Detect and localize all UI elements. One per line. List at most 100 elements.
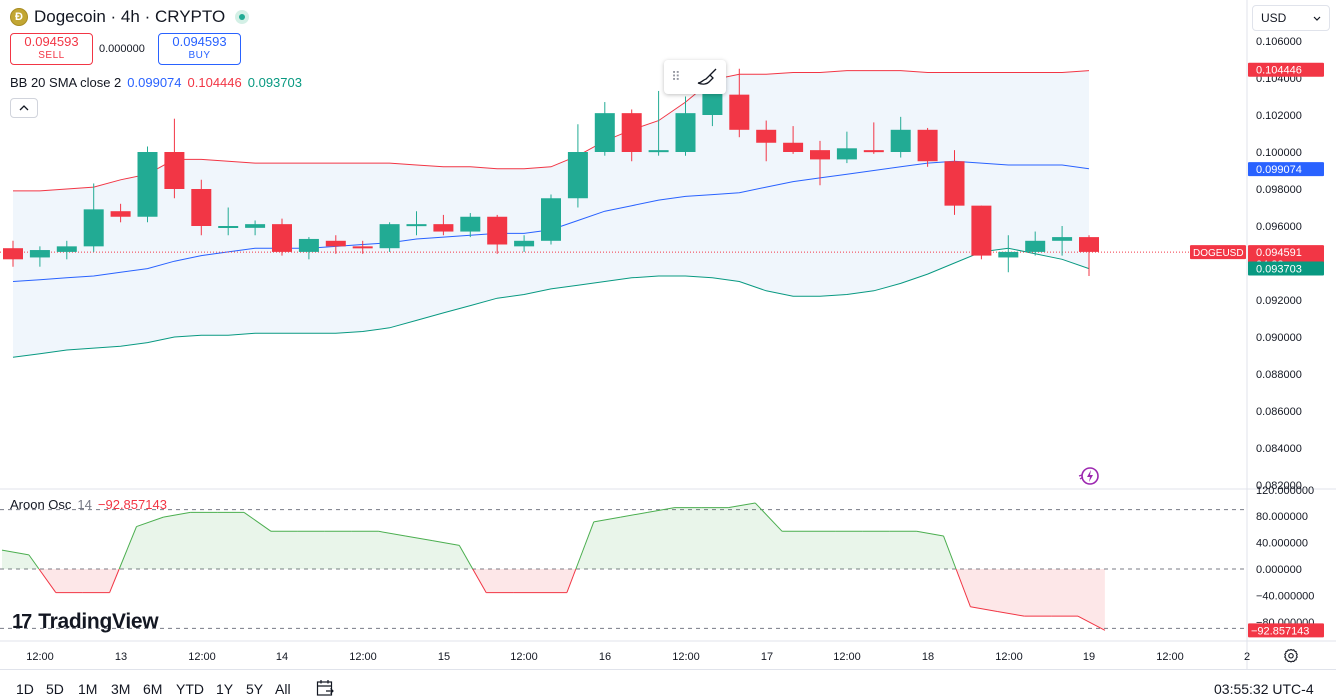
aroon-line-segment bbox=[997, 610, 1025, 617]
bb-name: BB 20 SMA close 2 bbox=[10, 75, 122, 90]
candle-body bbox=[191, 189, 212, 226]
candle-body bbox=[352, 246, 373, 249]
aroon-line-segment bbox=[458, 545, 474, 570]
price-tick-label: 0.092000 bbox=[1256, 295, 1302, 307]
drawing-toolbar[interactable]: ⠿ bbox=[664, 60, 726, 94]
sell-label: SELL bbox=[38, 50, 65, 61]
aroon-line-segment bbox=[378, 530, 406, 537]
candle-body bbox=[621, 113, 642, 152]
time-tick-label: 18 bbox=[922, 651, 934, 663]
tradingview-logo[interactable]: 17 TradingView bbox=[12, 610, 159, 634]
aroon-line-segment bbox=[1, 549, 29, 556]
price-tick-label: 0.088000 bbox=[1256, 369, 1302, 381]
price-tick-label: 0.102000 bbox=[1256, 110, 1302, 122]
candle-body bbox=[487, 216, 508, 245]
candle-body bbox=[218, 226, 239, 228]
price-label-text: 0.094591 bbox=[1256, 247, 1302, 259]
aroon-line-segment bbox=[38, 568, 57, 593]
tradingview-wordmark: TradingView bbox=[38, 610, 159, 633]
range-6m-button[interactable]: 6M bbox=[143, 681, 163, 697]
settings-gear-icon[interactable] bbox=[1283, 648, 1299, 664]
candle-body bbox=[944, 161, 965, 206]
range-1d-button[interactable]: 1D bbox=[16, 681, 34, 697]
bb-upper-value: 0.104446 bbox=[187, 75, 242, 90]
collapse-legend-button[interactable] bbox=[10, 98, 38, 118]
price-tick-label: 0.090000 bbox=[1256, 332, 1302, 344]
candle-body bbox=[83, 209, 104, 247]
range-1y-button[interactable]: 1Y bbox=[216, 681, 234, 697]
drag-handle-icon[interactable]: ⠿ bbox=[671, 69, 681, 84]
currency-select[interactable]: USD bbox=[1252, 5, 1330, 31]
price-tick-label: 0.106000 bbox=[1256, 36, 1302, 48]
chevron-down-icon bbox=[1313, 16, 1321, 21]
sell-button[interactable]: 0.094593 SELL bbox=[10, 33, 93, 65]
time-tick-label: 2 bbox=[1244, 651, 1250, 663]
candle-body bbox=[164, 152, 185, 189]
aroon-line-segment bbox=[118, 526, 137, 570]
price-label-tag bbox=[1248, 62, 1324, 77]
time-tick-label: 12:00 bbox=[188, 651, 216, 663]
aroon-line-segment bbox=[109, 568, 120, 593]
price-tick-label: 0.100000 bbox=[1256, 147, 1302, 159]
candle-body bbox=[29, 250, 50, 258]
candle-body bbox=[675, 113, 696, 152]
market-open-dot-icon bbox=[235, 10, 250, 24]
candle-body bbox=[3, 248, 23, 260]
time-tick-label: 12:00 bbox=[26, 651, 54, 663]
time-tick-label: 19 bbox=[1083, 651, 1095, 663]
candle-body bbox=[245, 224, 266, 228]
buy-button[interactable]: 0.094593 BUY bbox=[158, 33, 241, 65]
price-label-text: 0.093703 bbox=[1256, 263, 1302, 275]
time-tick-label: 13 bbox=[115, 651, 127, 663]
aroon-line-segment bbox=[970, 606, 998, 612]
candle-body bbox=[890, 129, 911, 152]
chart-canvas[interactable]: 0.1060000.1040000.1020000.1000000.098000… bbox=[0, 0, 1336, 669]
spread-value: 0.000000 bbox=[99, 43, 145, 55]
symbol-title-text: Dogecoin · 4h · CRYPTO bbox=[34, 7, 226, 26]
aroon-tick-label: 80.000000 bbox=[1256, 511, 1308, 523]
candle-body bbox=[702, 92, 723, 115]
aroon-tick-label: −40.000000 bbox=[1256, 590, 1314, 602]
calendar-range-icon[interactable] bbox=[316, 679, 334, 697]
aroon-period: 14 bbox=[77, 497, 92, 512]
bollinger-legend[interactable]: BB 20 SMA close 2 0.099074 0.104446 0.09… bbox=[10, 75, 302, 90]
aroon-name: Aroon Osc bbox=[10, 497, 72, 512]
candle-body bbox=[110, 211, 131, 217]
aroon-line-segment bbox=[432, 540, 460, 546]
candle-body bbox=[514, 240, 535, 247]
aroon-line-segment bbox=[243, 511, 272, 532]
candle-body bbox=[756, 129, 777, 143]
price-tick-label: 0.082000 bbox=[1256, 480, 1302, 492]
candle-body bbox=[541, 198, 561, 241]
aroon-negative-fill bbox=[38, 569, 1105, 631]
candle-body bbox=[1025, 240, 1046, 252]
candle-body bbox=[567, 152, 588, 199]
range-5y-button[interactable]: 5Y bbox=[246, 681, 264, 697]
time-tick-label: 14 bbox=[276, 651, 288, 663]
brush-icon[interactable] bbox=[695, 67, 719, 87]
range-1m-button[interactable]: 1M bbox=[78, 681, 98, 697]
time-tick-label: 12:00 bbox=[1156, 651, 1184, 663]
range-5d-button[interactable]: 5D bbox=[46, 681, 64, 697]
aroon-line-segment bbox=[916, 530, 944, 537]
flash-icon[interactable] bbox=[1077, 466, 1101, 486]
candle-body bbox=[137, 152, 158, 217]
candle-body bbox=[379, 224, 400, 249]
bollinger-lower-line bbox=[12, 247, 1090, 358]
buy-price: 0.094593 bbox=[172, 34, 227, 49]
aroon-line-segment bbox=[593, 516, 621, 523]
aroon-tick-label: 40.000000 bbox=[1256, 538, 1308, 550]
bollinger-upper-line bbox=[13, 70, 1090, 192]
range-all-button[interactable]: All bbox=[275, 681, 291, 697]
tradingview-mark-icon: 17 bbox=[12, 610, 32, 633]
symbol-title[interactable]: Ð Dogecoin · 4h · CRYPTO bbox=[10, 7, 250, 27]
aroon-line-segment bbox=[955, 568, 971, 607]
range-ytd-button[interactable]: YTD bbox=[176, 681, 204, 697]
bb-basis-value: 0.099074 bbox=[127, 75, 182, 90]
price-tick-label: 0.098000 bbox=[1256, 184, 1302, 196]
time-tick-label: 12:00 bbox=[995, 651, 1023, 663]
clock-timezone[interactable]: 03:55:32 UTC-4 bbox=[1214, 681, 1314, 697]
aroon-legend[interactable]: Aroon Osc 14 −92.857143 bbox=[10, 497, 167, 512]
range-3m-button[interactable]: 3M bbox=[111, 681, 131, 697]
aroon-line-segment bbox=[1077, 615, 1106, 631]
